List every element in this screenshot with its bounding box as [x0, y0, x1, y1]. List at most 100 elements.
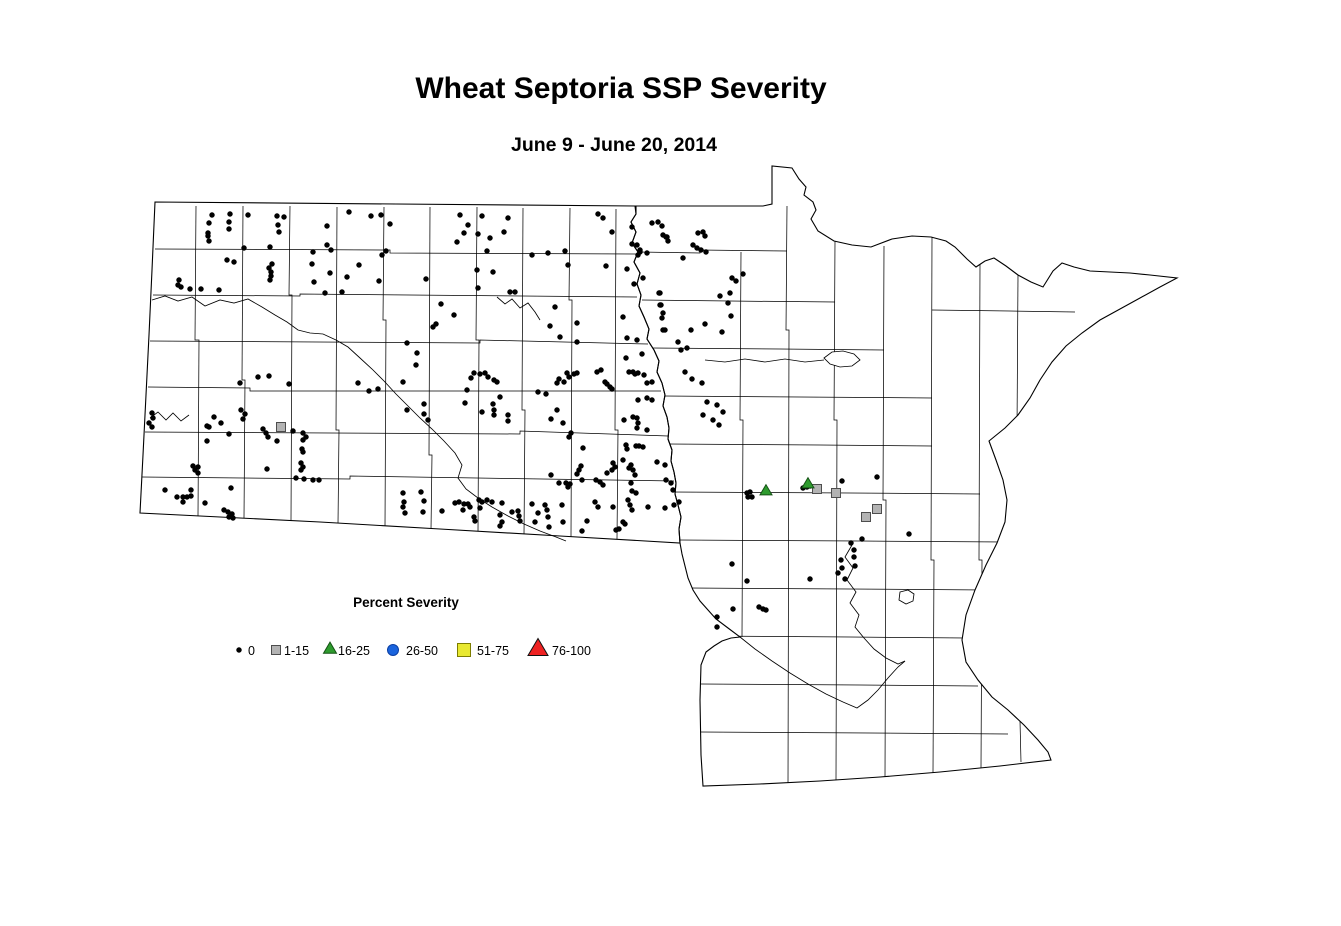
data-point-0 — [839, 478, 845, 484]
data-point-0 — [535, 389, 541, 395]
legend: 0 1-15 16-25 26-50 51-75 76-100 — [236, 637, 591, 658]
data-point-0 — [226, 431, 232, 437]
data-point-0 — [474, 267, 480, 273]
data-point-0 — [387, 221, 393, 227]
data-point-0 — [595, 504, 601, 510]
data-point-0 — [238, 407, 244, 413]
data-point-0 — [578, 463, 584, 469]
data-point-0 — [660, 327, 666, 333]
data-point-1-15 — [831, 488, 841, 498]
legend-item-label: 26-50 — [406, 644, 438, 658]
data-point-0 — [462, 400, 468, 406]
data-point-0 — [497, 512, 503, 518]
data-point-0 — [401, 499, 407, 505]
data-point-0 — [497, 394, 503, 400]
data-point-0 — [438, 301, 444, 307]
data-point-0 — [621, 417, 627, 423]
legend-item-label: 76-100 — [552, 644, 591, 658]
data-point-0 — [231, 259, 237, 265]
data-point-0 — [624, 266, 630, 272]
data-point-0 — [517, 518, 523, 524]
data-point-0 — [695, 230, 701, 236]
data-point-0 — [499, 500, 505, 506]
data-point-0 — [733, 278, 739, 284]
data-point-0 — [663, 234, 669, 240]
data-point-0 — [150, 415, 156, 421]
data-point-0 — [662, 462, 668, 468]
data-point-0 — [479, 409, 485, 415]
data-point-0 — [230, 515, 236, 521]
data-point-0 — [645, 504, 651, 510]
data-point-0 — [174, 494, 180, 500]
data-point-0 — [546, 524, 552, 530]
data-point-0 — [680, 255, 686, 261]
data-point-0 — [366, 388, 372, 394]
data-point-0 — [490, 401, 496, 407]
data-point-0 — [404, 407, 410, 413]
data-point-0 — [562, 248, 568, 254]
minnesota-county-lines — [639, 205, 1076, 786]
legend-item-label: 0 — [248, 644, 255, 658]
data-point-0 — [300, 430, 306, 436]
data-point-0 — [559, 502, 565, 508]
data-point-0 — [556, 376, 562, 382]
data-point-0 — [633, 490, 639, 496]
data-point-0 — [226, 226, 232, 232]
data-point-0 — [649, 220, 655, 226]
data-point-0 — [747, 489, 753, 495]
data-point-0 — [542, 502, 548, 508]
data-point-0 — [146, 420, 152, 426]
data-point-0 — [634, 242, 640, 248]
data-point-0 — [600, 215, 606, 221]
data-point-0 — [421, 401, 427, 407]
data-point-0 — [487, 235, 493, 241]
data-point-16-25 — [801, 476, 815, 489]
data-point-0 — [457, 212, 463, 218]
data-point-0 — [635, 420, 641, 426]
data-point-0 — [482, 370, 488, 376]
data-point-0 — [644, 250, 650, 256]
data-point-0 — [491, 407, 497, 413]
data-point-0 — [206, 238, 212, 244]
data-point-0 — [454, 239, 460, 245]
data-point-1-15 — [276, 422, 286, 432]
data-point-0 — [749, 494, 755, 500]
data-point-0 — [421, 411, 427, 417]
data-point-0 — [255, 374, 261, 380]
data-point-0 — [176, 277, 182, 283]
data-point-0 — [494, 379, 500, 385]
data-point-0 — [316, 477, 322, 483]
data-point-0 — [178, 284, 184, 290]
data-point-0 — [704, 399, 710, 405]
data-point-0 — [842, 576, 848, 582]
data-point-0 — [149, 424, 155, 430]
data-point-0 — [423, 276, 429, 282]
data-point-0 — [516, 513, 522, 519]
data-point-0 — [276, 229, 282, 235]
data-point-0 — [301, 476, 307, 482]
triangle-legend-icon — [322, 641, 338, 654]
data-point-0 — [598, 367, 604, 373]
data-point-0 — [260, 426, 266, 432]
data-point-0 — [472, 518, 478, 524]
data-point-0 — [622, 521, 628, 527]
data-point-0 — [188, 487, 194, 493]
data-point-0 — [720, 409, 726, 415]
data-point-0 — [346, 209, 352, 215]
data-point-0 — [659, 223, 665, 229]
data-point-0 — [690, 242, 696, 248]
data-point-0 — [626, 369, 632, 375]
data-point-0 — [489, 499, 495, 505]
data-point-0 — [467, 504, 473, 510]
data-point-0 — [548, 416, 554, 422]
data-point-0 — [274, 438, 280, 444]
data-point-0 — [689, 376, 695, 382]
data-point-0 — [376, 278, 382, 284]
data-point-0 — [529, 501, 535, 507]
data-point-0 — [620, 457, 626, 463]
data-point-0 — [430, 324, 436, 330]
data-point-0 — [634, 425, 640, 431]
data-point-0 — [491, 412, 497, 418]
data-point-0 — [624, 335, 630, 341]
data-point-0 — [209, 212, 215, 218]
